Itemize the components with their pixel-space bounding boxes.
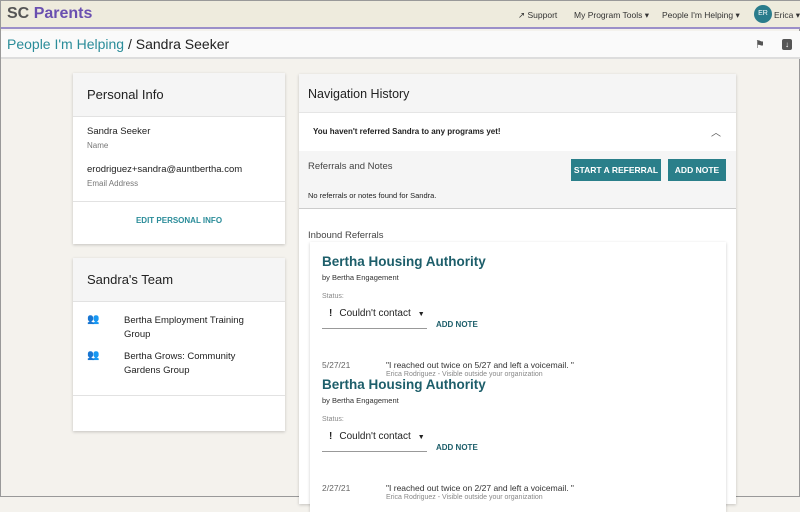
chevron-down-icon: ▼ <box>417 311 425 318</box>
org-name-link[interactable]: Bertha Housing Authority <box>322 377 486 392</box>
panel-title: Navigation History <box>299 74 736 112</box>
support-link[interactable]: ↗ Support <box>518 10 558 20</box>
alert-icon: ! <box>329 308 333 319</box>
name-value: Sandra Seeker <box>87 126 151 137</box>
breadcrumb: People I'm Helping / Sandra Seeker <box>7 36 230 52</box>
status-select[interactable]: ! Couldn't contact ▼ <box>322 431 427 452</box>
program-tools-menu[interactable]: My Program Tools ▾ <box>574 10 649 20</box>
top-bar: SC Parents ↗ Support My Program Tools ▾ … <box>1 1 800 29</box>
referral-item: Bertha Housing Authority by Bertha Engag… <box>322 377 574 501</box>
inbound-referrals-list: Bertha Housing Authority by Bertha Engag… <box>310 242 726 512</box>
email-value: erodriguez+sandra@auntbertha.com <box>87 164 243 175</box>
flag-icon[interactable]: ⚑ <box>755 39 765 51</box>
add-note-button[interactable]: ADD NOTE <box>436 320 478 329</box>
group-icon: 👥 <box>87 350 100 361</box>
breadcrumb-bar: People I'm Helping / Sandra Seeker ⚑ ↓ <box>1 31 800 59</box>
referrals-notes-section: Referrals and Notes START A REFERRAL ADD… <box>299 151 736 209</box>
navigation-history-panel: Navigation History You haven't referred … <box>299 74 736 512</box>
user-menu[interactable]: Erica ▾ <box>774 10 800 20</box>
brand-logo[interactable]: SC Parents <box>7 5 93 22</box>
alert-icon: ! <box>329 431 333 442</box>
breadcrumb-parent-link[interactable]: People I'm Helping <box>7 36 125 52</box>
chevron-up-icon[interactable]: ︿ <box>711 128 721 139</box>
add-note-button[interactable]: ADD NOTE <box>436 443 478 452</box>
page-title: Sandra Seeker <box>135 36 230 52</box>
notice-row[interactable]: You haven't referred Sandra to any progr… <box>299 112 736 151</box>
org-name-link[interactable]: Bertha Housing Authority <box>322 254 486 269</box>
chevron-down-icon: ▼ <box>417 434 425 441</box>
name-label: Name <box>87 141 109 150</box>
people-helping-menu[interactable]: People I'm Helping ▾ <box>662 10 740 20</box>
team-member[interactable]: 👥 Bertha Grows: Community Gardens Group <box>87 350 236 376</box>
email-label: Email Address <box>87 179 139 188</box>
card-title: Sandra's Team <box>73 258 285 302</box>
edit-personal-info-button[interactable]: EDIT PERSONAL INFO <box>135 216 223 225</box>
referral-item: Bertha Housing Authority by Bertha Engag… <box>322 254 574 378</box>
status-select[interactable]: ! Couldn't contact ▼ <box>322 308 427 329</box>
inbound-title: Inbound Referrals <box>308 230 384 241</box>
external-link-icon: ↗ <box>518 10 526 20</box>
personal-info-card: Personal Info Sandra Seeker Name erodrig… <box>73 73 285 244</box>
start-referral-button[interactable]: START A REFERRAL <box>571 159 661 181</box>
download-icon[interactable]: ↓ <box>782 39 792 50</box>
team-member[interactable]: 👥 Bertha Employment Training Group <box>87 314 244 340</box>
group-icon: 👥 <box>87 314 100 325</box>
card-title: Personal Info <box>73 73 285 117</box>
team-card: Sandra's Team 👥 Bertha Employment Trainin… <box>73 258 285 431</box>
add-note-button[interactable]: ADD NOTE <box>668 159 726 181</box>
avatar[interactable]: ER <box>754 5 772 23</box>
